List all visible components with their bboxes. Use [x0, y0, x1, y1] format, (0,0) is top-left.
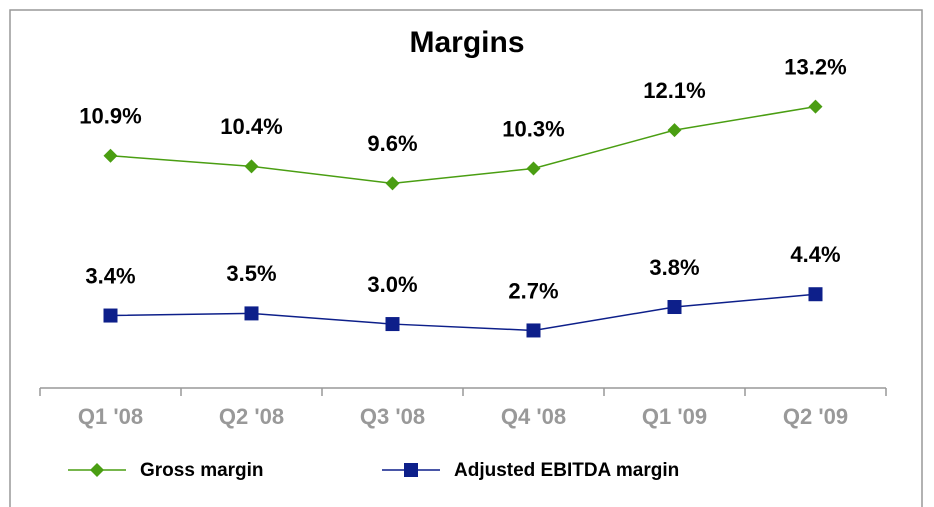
data-label: 10.9% — [79, 104, 141, 129]
data-point — [385, 176, 400, 191]
data-point — [667, 300, 682, 315]
data-point — [526, 161, 541, 176]
legend-label: Gross margin — [140, 460, 264, 481]
data-point — [103, 148, 118, 163]
data-label: 3.5% — [226, 261, 276, 286]
series-line — [110, 105, 816, 185]
data-point — [526, 323, 541, 338]
data-point — [103, 308, 118, 323]
x-tick-label: Q4 '08 — [501, 404, 566, 429]
series-line — [110, 293, 816, 332]
x-tick-label: Q3 '08 — [360, 404, 425, 429]
x-tick-label: Q1 '08 — [78, 404, 143, 429]
data-label: 12.1% — [643, 78, 705, 103]
data-point — [808, 287, 823, 302]
legend-marker — [90, 463, 104, 477]
x-tick-label: Q2 '09 — [783, 404, 848, 429]
data-label: 13.2% — [784, 54, 846, 79]
data-point — [244, 159, 259, 174]
data-label: 3.8% — [649, 255, 699, 280]
chart-title: Margins — [409, 26, 524, 59]
legend-label: Adjusted EBITDA margin — [454, 460, 679, 481]
legend-marker — [404, 463, 418, 477]
data-point — [385, 317, 400, 332]
data-point — [667, 123, 682, 138]
data-label: 10.4% — [220, 114, 282, 139]
data-label: 3.4% — [85, 263, 135, 288]
data-label: 2.7% — [508, 278, 558, 303]
frame — [9, 9, 923, 507]
data-point — [808, 99, 823, 114]
data-label: 9.6% — [367, 131, 417, 156]
data-label: 10.3% — [502, 116, 564, 141]
data-label: 4.4% — [790, 242, 840, 267]
x-tick-label: Q2 '08 — [219, 404, 284, 429]
data-point — [244, 306, 259, 321]
data-label: 3.0% — [367, 272, 417, 297]
x-tick-label: Q1 '09 — [642, 404, 707, 429]
